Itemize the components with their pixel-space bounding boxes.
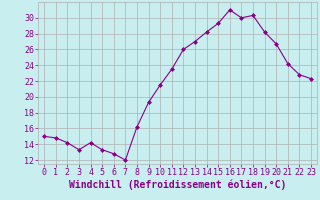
X-axis label: Windchill (Refroidissement éolien,°C): Windchill (Refroidissement éolien,°C) [69, 180, 286, 190]
